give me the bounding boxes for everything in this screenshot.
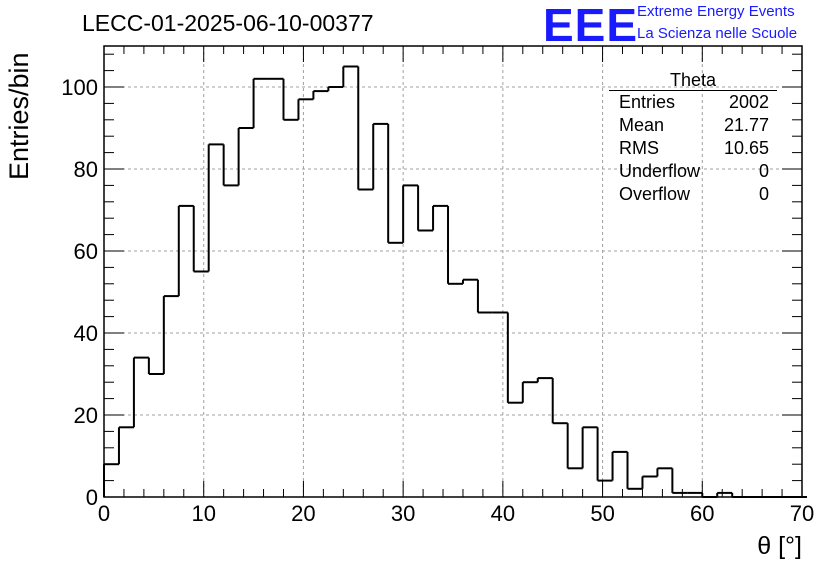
x-tick-label: 50 <box>590 501 614 526</box>
y-tick-label: 20 <box>74 403 98 428</box>
stats-label: RMS <box>619 138 659 158</box>
stats-value: 0 <box>758 184 769 204</box>
stats-label: Entries <box>619 92 676 112</box>
y-tick-label: 0 <box>86 485 98 510</box>
eee-logo: EEE <box>543 0 639 51</box>
plot-frame <box>103 45 803 498</box>
stats-value: 10.65 <box>723 138 769 158</box>
stats-value: 21.77 <box>723 115 769 135</box>
stats-row-underflow: Underflow 0 <box>609 160 777 183</box>
stats-row-overflow: Overflow 0 <box>609 183 777 206</box>
axis-ticks <box>103 46 803 498</box>
stats-row-rms: RMS 10.65 <box>609 137 777 160</box>
grid-lines <box>104 46 802 497</box>
x-tick-label: 30 <box>391 501 415 526</box>
stats-value: 2002 <box>728 92 769 112</box>
y-tick-label: 40 <box>74 321 98 346</box>
x-tick-label: 70 <box>790 501 814 526</box>
logo-line-1: Extreme Energy Events <box>637 3 795 20</box>
y-tick-label: 80 <box>74 157 98 182</box>
y-tick-label: 60 <box>74 239 98 264</box>
x-axis-label: θ [°] <box>757 532 802 560</box>
stats-value: 0 <box>758 161 769 181</box>
x-tick-label: 40 <box>491 501 515 526</box>
x-tick-label: 0 <box>98 501 110 526</box>
x-tick-label: 10 <box>191 501 215 526</box>
stats-label: Mean <box>619 115 665 135</box>
tick-labels: 0 10 20 30 40 50 60 70 0 20 40 60 80 100 <box>61 75 814 526</box>
x-tick-label: 20 <box>291 501 315 526</box>
stats-label: Overflow <box>619 184 691 204</box>
y-tick-label: 100 <box>61 75 98 100</box>
y-axis-label: Entries/bin <box>4 52 34 180</box>
stats-row-entries: Entries 2002 <box>609 91 777 114</box>
logo-line-2: La Scienza nelle Scuole <box>637 25 798 42</box>
stats-row-mean: Mean 21.77 <box>609 114 777 137</box>
histogram-series <box>103 65 807 498</box>
chart-title: LECC-01-2025-06-10-00377 <box>82 10 374 36</box>
stats-label: Underflow <box>619 161 701 181</box>
stats-box: Theta Entries 2002 Mean 21.77 RMS 10.65 … <box>609 70 777 206</box>
stats-title: Theta <box>609 70 777 91</box>
x-tick-label: 60 <box>690 501 714 526</box>
